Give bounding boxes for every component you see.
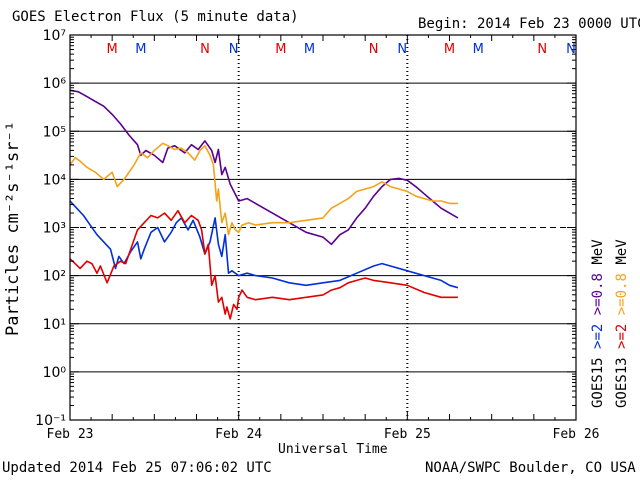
legend-goes15: GOES15 >=2 >=0.8 MeV <box>590 239 606 408</box>
legend-goes13-08mev: >=0.8 <box>614 273 630 316</box>
legend-goes15-label: GOES15 <box>590 357 606 408</box>
x-axis-label: Universal Time <box>278 442 388 457</box>
x-tick-label: Feb 23 <box>47 427 94 442</box>
updated-timestamp: Updated 2014 Feb 25 07:06:02 UTC <box>2 460 272 476</box>
chart-title: GOES Electron Flux (5 minute data) <box>12 9 299 25</box>
legend-goes15-2mev: >=2 <box>590 323 606 349</box>
marker-m: M <box>275 42 286 57</box>
y-tick-label: 10⁴ <box>43 172 67 188</box>
y-tick-label: 10⁷ <box>43 28 66 44</box>
legend-goes13: GOES13 >=2 >=0.8 MeV <box>614 239 630 408</box>
legend-goes13-label: GOES13 <box>614 357 630 408</box>
marker-n: N <box>566 42 576 57</box>
x-tick-label: Feb 26 <box>553 427 600 442</box>
legend-goes15-unit: MeV <box>590 239 606 265</box>
y-tick-label: 10⁰ <box>43 365 67 381</box>
marker-n: N <box>537 42 547 57</box>
credit-text: NOAA/SWPC Boulder, CO USA <box>425 460 636 476</box>
marker-n: N <box>397 42 407 57</box>
y-tick-label: 10³ <box>43 221 66 237</box>
y-axis-label: Particles cm⁻²s⁻¹sr⁻¹ <box>3 121 23 336</box>
marker-m: M <box>473 42 484 57</box>
axis-labels: 10⁻¹ 10⁰ 10¹ 10² 10³ 10⁴ 10⁵ 10⁶ 10⁷ Feb 23 Feb 24… <box>35 28 599 442</box>
series-line-2 <box>69 200 459 289</box>
y-tick-label: 10¹ <box>43 317 66 333</box>
legend-goes15-08mev: >=0.8 <box>590 273 606 316</box>
y-tick-label: 10⁵ <box>43 124 66 140</box>
series-line-1 <box>69 142 458 236</box>
marker-m: M <box>107 42 118 57</box>
series-line-3 <box>69 209 458 320</box>
marker-n: N <box>200 42 210 57</box>
series-group <box>69 89 459 320</box>
marker-m: M <box>304 42 315 57</box>
marker-n: N <box>229 42 239 57</box>
marker-m: M <box>135 42 146 57</box>
grid-lines <box>70 35 576 420</box>
begin-time: Begin: 2014 Feb 23 0000 UTC <box>418 16 640 32</box>
y-tick-label: 10² <box>43 269 66 285</box>
axis-ticks <box>69 34 577 421</box>
legend-goes13-2mev: >=2 <box>614 323 630 349</box>
marker-m: M <box>444 42 455 57</box>
legend-goes13-unit: MeV <box>614 239 630 265</box>
y-tick-label: 10⁶ <box>43 76 67 92</box>
marker-n: N <box>369 42 379 57</box>
y-tick-label: 10⁻¹ <box>35 413 66 429</box>
x-tick-label: Feb 24 <box>215 427 262 442</box>
x-tick-label: Feb 25 <box>384 427 431 442</box>
series-line-0 <box>69 89 459 246</box>
